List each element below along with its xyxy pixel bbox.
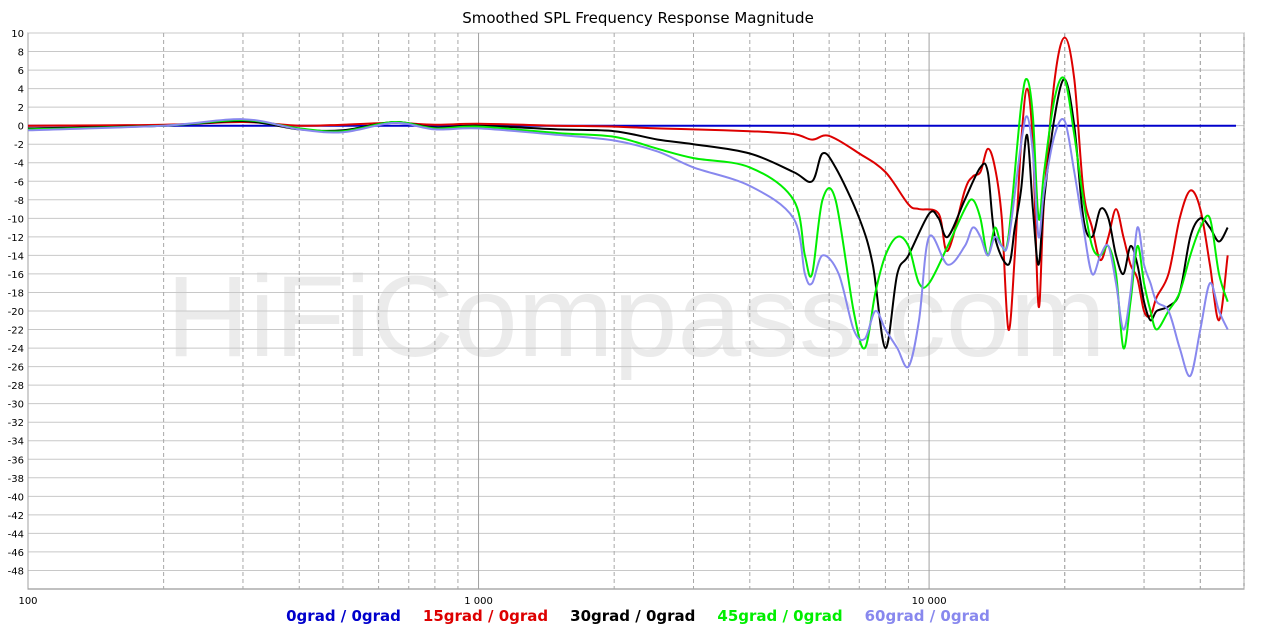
y-tick-label: -32 <box>8 418 24 429</box>
y-tick-label: -6 <box>14 177 24 188</box>
x-axis-ticks: 100 1 000 10 000 <box>18 596 946 607</box>
y-tick-label: 10 <box>11 29 24 40</box>
series-line-4 <box>27 115 1229 378</box>
y-tick-label: -36 <box>8 455 24 466</box>
legend-item: 0grad / 0grad <box>286 607 401 625</box>
x-tick-label: 100 <box>18 596 37 607</box>
y-tick-label: -18 <box>8 288 24 299</box>
y-tick-label: -46 <box>8 548 24 559</box>
legend-item: 45grad / 0grad <box>717 607 843 625</box>
y-tick-label: -8 <box>14 196 24 207</box>
chart-title: Smoothed SPL Frequency Response Magnitud… <box>462 9 814 27</box>
y-tick-label: -10 <box>8 214 24 225</box>
series-line-1 <box>27 36 1229 331</box>
legend-item: 15grad / 0grad <box>422 607 549 625</box>
y-tick-label: 6 <box>18 66 24 77</box>
y-tick-label: 8 <box>18 48 24 59</box>
y-tick-label: 4 <box>18 85 24 96</box>
y-tick-label: -4 <box>14 159 24 170</box>
y-tick-label: -40 <box>8 492 24 503</box>
y-axis-ticks: 10 8 6 4 2 0 -2 -4 -6 -8 -10 -12 -14 -16 -18 -20 -22 -24 -… <box>8 29 24 577</box>
y-tick-label: -28 <box>8 381 24 392</box>
x-tick-label: 1 000 <box>464 596 493 607</box>
y-tick-label: -44 <box>8 529 24 540</box>
y-tick-label: 2 <box>18 103 24 114</box>
y-tick-label: -24 <box>8 344 24 355</box>
y-tick-label: -38 <box>8 474 24 485</box>
y-tick-label: -20 <box>8 307 24 318</box>
y-tick-label: -12 <box>8 233 24 244</box>
y-tick-label: -26 <box>8 363 24 374</box>
y-tick-label: -16 <box>8 270 24 281</box>
series-lines <box>27 36 1236 378</box>
y-tick-label: -42 <box>8 511 24 522</box>
legend-item: 60grad / 0grad <box>864 607 990 625</box>
y-tick-label: -34 <box>8 437 24 448</box>
legend-item: 30grad / 0grad <box>570 607 696 625</box>
y-tick-label: 0 <box>18 122 24 133</box>
y-tick-label: -30 <box>8 400 24 411</box>
x-tick-label: 10 000 <box>912 596 947 607</box>
y-tick-label: -22 <box>8 326 24 337</box>
y-tick-label: -14 <box>8 251 24 262</box>
y-tick-label: -48 <box>8 566 24 577</box>
series-line-3 <box>27 76 1229 350</box>
y-tick-label: -2 <box>14 140 24 151</box>
watermark: HiFiCompass.com <box>166 253 1105 381</box>
legend: 0grad / 0grad 15grad / 0grad 30grad / 0gra… <box>0 607 1276 625</box>
